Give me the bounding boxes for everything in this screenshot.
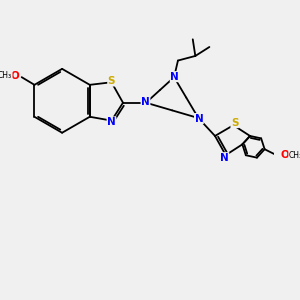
Text: O: O — [11, 71, 20, 81]
Text: N: N — [194, 114, 203, 124]
Text: O: O — [280, 150, 289, 160]
Text: CH₃: CH₃ — [0, 71, 12, 80]
Text: N: N — [170, 72, 179, 82]
Text: N: N — [107, 117, 116, 127]
Text: N: N — [141, 97, 150, 107]
Text: CH₃: CH₃ — [289, 151, 300, 160]
Text: S: S — [108, 76, 115, 86]
Text: N: N — [220, 153, 229, 163]
Text: S: S — [231, 118, 238, 128]
